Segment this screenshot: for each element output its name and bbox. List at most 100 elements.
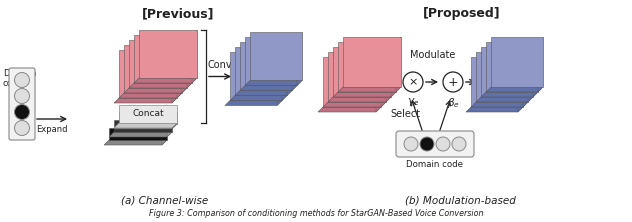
Text: Figure 3: Comparison of conditioning methods for StarGAN-Based Voice Conversion: Figure 3: Comparison of conditioning met… [149,209,483,218]
Polygon shape [119,93,182,98]
Polygon shape [119,105,177,123]
Polygon shape [277,52,282,105]
Polygon shape [250,32,302,81]
Polygon shape [523,52,528,107]
Circle shape [452,137,466,151]
Circle shape [15,89,30,103]
Polygon shape [162,128,167,145]
Polygon shape [328,52,386,102]
Polygon shape [235,91,292,95]
Text: +: + [447,75,458,89]
Polygon shape [396,37,401,92]
Circle shape [420,137,434,151]
Polygon shape [167,120,172,137]
Polygon shape [187,35,192,88]
Text: Domain: Domain [3,69,37,79]
Text: [Previous]: [Previous] [142,7,214,20]
Polygon shape [225,101,282,105]
Text: ×: × [408,77,418,87]
Circle shape [403,72,423,92]
Polygon shape [124,88,187,93]
Polygon shape [386,47,391,102]
Text: (b) Modulation-based: (b) Modulation-based [404,195,516,205]
Polygon shape [528,47,533,102]
Polygon shape [230,52,282,101]
Text: Concat: Concat [132,109,164,119]
Polygon shape [240,85,297,91]
Polygon shape [245,81,302,85]
Text: code: code [3,79,24,87]
Polygon shape [245,38,297,85]
Polygon shape [518,57,523,112]
Polygon shape [292,38,297,91]
Polygon shape [318,107,381,112]
Polygon shape [172,112,177,129]
Polygon shape [129,40,187,88]
Polygon shape [104,140,167,145]
Polygon shape [381,52,386,107]
Polygon shape [134,78,197,83]
Circle shape [15,105,30,119]
Polygon shape [109,132,172,137]
Polygon shape [471,57,523,107]
Polygon shape [338,87,401,92]
Polygon shape [109,128,167,140]
Polygon shape [338,42,396,92]
Text: Conv: Conv [208,61,233,71]
Polygon shape [323,102,386,107]
Circle shape [436,137,450,151]
Polygon shape [114,124,177,129]
Circle shape [15,121,30,135]
Polygon shape [476,52,528,102]
Text: (a) Channel-wise: (a) Channel-wise [121,195,209,205]
Circle shape [404,137,418,151]
Polygon shape [240,42,292,91]
Text: [Proposed]: [Proposed] [423,7,501,20]
Polygon shape [119,50,177,98]
Polygon shape [343,37,401,87]
Polygon shape [471,102,528,107]
Polygon shape [192,30,197,83]
Text: Select: Select [390,109,420,119]
Polygon shape [333,47,391,97]
Polygon shape [172,50,177,103]
Polygon shape [476,97,533,102]
Polygon shape [533,42,538,97]
Polygon shape [466,107,523,112]
Text: $\beta_{e}$: $\beta_{e}$ [447,96,459,110]
Polygon shape [235,48,287,95]
FancyBboxPatch shape [9,68,35,140]
Polygon shape [538,37,543,92]
Text: Expand: Expand [36,125,68,134]
Polygon shape [124,45,182,93]
Polygon shape [230,95,287,101]
Polygon shape [129,83,192,88]
Polygon shape [114,123,177,128]
Polygon shape [481,92,538,97]
Polygon shape [333,92,396,97]
Polygon shape [481,47,533,97]
Polygon shape [486,87,543,92]
Polygon shape [491,37,543,87]
Polygon shape [297,32,302,85]
Polygon shape [391,42,396,97]
Polygon shape [323,57,381,107]
Polygon shape [114,120,172,132]
Text: Domain code: Domain code [406,160,463,169]
Polygon shape [182,40,187,93]
Text: $\gamma_{e}$: $\gamma_{e}$ [407,96,419,108]
Circle shape [15,73,30,87]
Polygon shape [287,42,292,95]
Polygon shape [139,30,197,78]
FancyBboxPatch shape [396,131,474,157]
Circle shape [443,72,463,92]
Polygon shape [282,48,287,101]
Polygon shape [376,57,381,112]
Polygon shape [328,97,391,102]
Polygon shape [134,35,192,83]
Polygon shape [486,42,538,92]
Polygon shape [119,112,177,124]
Text: Modulate: Modulate [410,50,456,60]
Polygon shape [114,98,177,103]
Polygon shape [177,45,182,98]
